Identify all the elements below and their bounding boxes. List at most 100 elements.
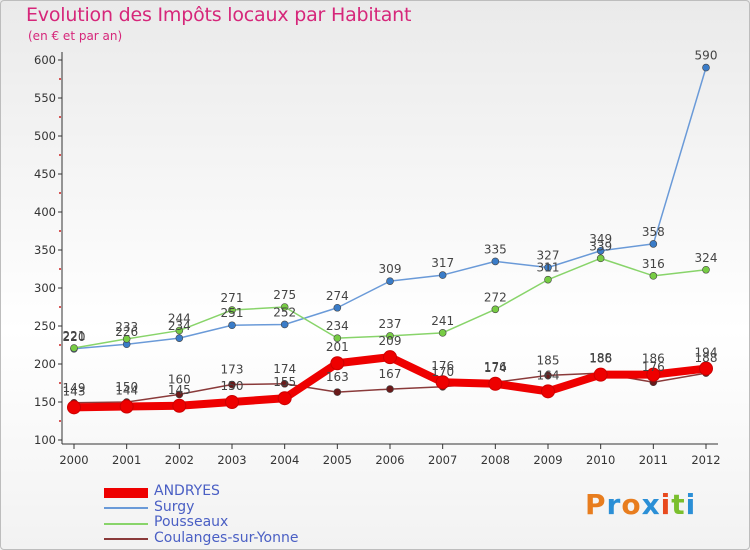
data-label: 316 bbox=[642, 257, 665, 271]
data-point bbox=[280, 303, 289, 311]
x-tick-label: 2003 bbox=[217, 453, 246, 467]
data-label: 201 bbox=[326, 340, 349, 354]
data-label: 244 bbox=[168, 312, 191, 326]
data-point bbox=[702, 63, 710, 72]
data-point bbox=[175, 334, 184, 342]
y-tick-label: 500 bbox=[34, 129, 56, 143]
data-point bbox=[70, 344, 78, 352]
x-tick-label: 2007 bbox=[428, 453, 457, 467]
data-label: 163 bbox=[326, 370, 349, 384]
x-tick-label: 2006 bbox=[375, 453, 404, 467]
data-point bbox=[386, 277, 394, 285]
data-label: 339 bbox=[589, 239, 612, 253]
data-point bbox=[699, 361, 713, 376]
y-tick-label: 100 bbox=[34, 433, 56, 447]
x-tick-label: 2010 bbox=[586, 453, 615, 467]
data-label: 234 bbox=[168, 319, 191, 333]
data-point bbox=[228, 380, 236, 389]
data-label: 185 bbox=[537, 353, 560, 367]
legend-label: ANDRYES bbox=[154, 483, 220, 499]
y-tick-label: 600 bbox=[34, 53, 56, 67]
data-point bbox=[702, 265, 710, 274]
x-tick-label: 2008 bbox=[481, 453, 510, 467]
data-label: 145 bbox=[168, 383, 191, 397]
x-tick-label: 2002 bbox=[165, 453, 194, 467]
data-point bbox=[491, 257, 500, 266]
data-point bbox=[330, 356, 345, 371]
data-label: 160 bbox=[168, 372, 191, 386]
data-label: 170 bbox=[431, 365, 454, 379]
legend-label: Surgy bbox=[154, 498, 195, 515]
data-point bbox=[333, 388, 342, 396]
logo-letter: i bbox=[685, 488, 697, 521]
y-tick-label: 450 bbox=[34, 167, 56, 181]
data-point bbox=[544, 371, 552, 380]
data-point bbox=[383, 350, 397, 365]
data-point bbox=[541, 384, 555, 399]
x-tick-label: 2000 bbox=[59, 453, 88, 467]
legend-swatch bbox=[104, 507, 148, 510]
data-label: 327 bbox=[537, 248, 560, 262]
logo-letter: x bbox=[641, 488, 661, 521]
data-point bbox=[175, 326, 184, 335]
data-point bbox=[280, 379, 289, 388]
data-point bbox=[544, 263, 552, 272]
data-point bbox=[175, 390, 184, 399]
data-label: 143 bbox=[63, 384, 86, 398]
data-label: 176 bbox=[484, 360, 507, 374]
y-tick-label: 250 bbox=[34, 319, 56, 333]
data-label: 324 bbox=[695, 251, 718, 265]
data-label: 237 bbox=[379, 317, 402, 331]
data-point bbox=[491, 305, 500, 314]
logo-letter: P bbox=[585, 488, 607, 521]
data-point bbox=[119, 399, 134, 414]
data-point bbox=[172, 398, 187, 413]
data-label: 275 bbox=[273, 288, 296, 302]
logo-letter: t bbox=[671, 488, 686, 521]
data-point bbox=[649, 240, 658, 248]
data-label: 251 bbox=[221, 306, 244, 320]
data-label: 252 bbox=[273, 305, 296, 319]
chart-title: Evolution des Impôts locaux par Habitant bbox=[26, 4, 412, 26]
data-label: 144 bbox=[115, 384, 138, 398]
data-label: 164 bbox=[537, 368, 560, 382]
data-label: 271 bbox=[221, 291, 244, 305]
data-label: 358 bbox=[642, 225, 665, 239]
data-point bbox=[438, 271, 447, 279]
y-tick-label: 350 bbox=[34, 243, 56, 257]
data-label: 590 bbox=[695, 49, 718, 63]
data-label: 186 bbox=[642, 352, 665, 366]
y-tick-label: 300 bbox=[34, 281, 56, 295]
data-label: 167 bbox=[379, 367, 402, 381]
data-point bbox=[593, 367, 608, 382]
data-label: 194 bbox=[695, 346, 718, 360]
proxiti-logo: Proxiti bbox=[585, 488, 696, 521]
data-point bbox=[333, 334, 342, 342]
x-tick-label: 2012 bbox=[691, 453, 720, 467]
data-point bbox=[228, 321, 236, 330]
data-label: 174 bbox=[484, 361, 507, 375]
data-label: 317 bbox=[431, 256, 454, 270]
data-point bbox=[333, 303, 342, 312]
data-point bbox=[488, 376, 503, 391]
x-tick-label: 2004 bbox=[270, 453, 299, 467]
data-point bbox=[386, 385, 394, 393]
data-point bbox=[280, 320, 289, 329]
data-point bbox=[435, 375, 450, 390]
data-point bbox=[646, 367, 661, 382]
y-tick-label: 150 bbox=[34, 395, 56, 409]
data-label: 226 bbox=[115, 325, 138, 339]
data-point bbox=[386, 332, 394, 340]
x-tick-label: 2011 bbox=[639, 453, 668, 467]
data-label: 241 bbox=[431, 314, 454, 328]
data-label: 150 bbox=[115, 380, 138, 394]
data-point bbox=[225, 395, 239, 409]
legend-swatch bbox=[104, 487, 148, 498]
data-point bbox=[438, 329, 447, 337]
data-point bbox=[544, 275, 552, 284]
logo-letter: o bbox=[621, 488, 642, 521]
x-tick-label: 2005 bbox=[323, 453, 352, 467]
data-label: 173 bbox=[221, 363, 244, 377]
series-line-surgy bbox=[73, 66, 707, 350]
